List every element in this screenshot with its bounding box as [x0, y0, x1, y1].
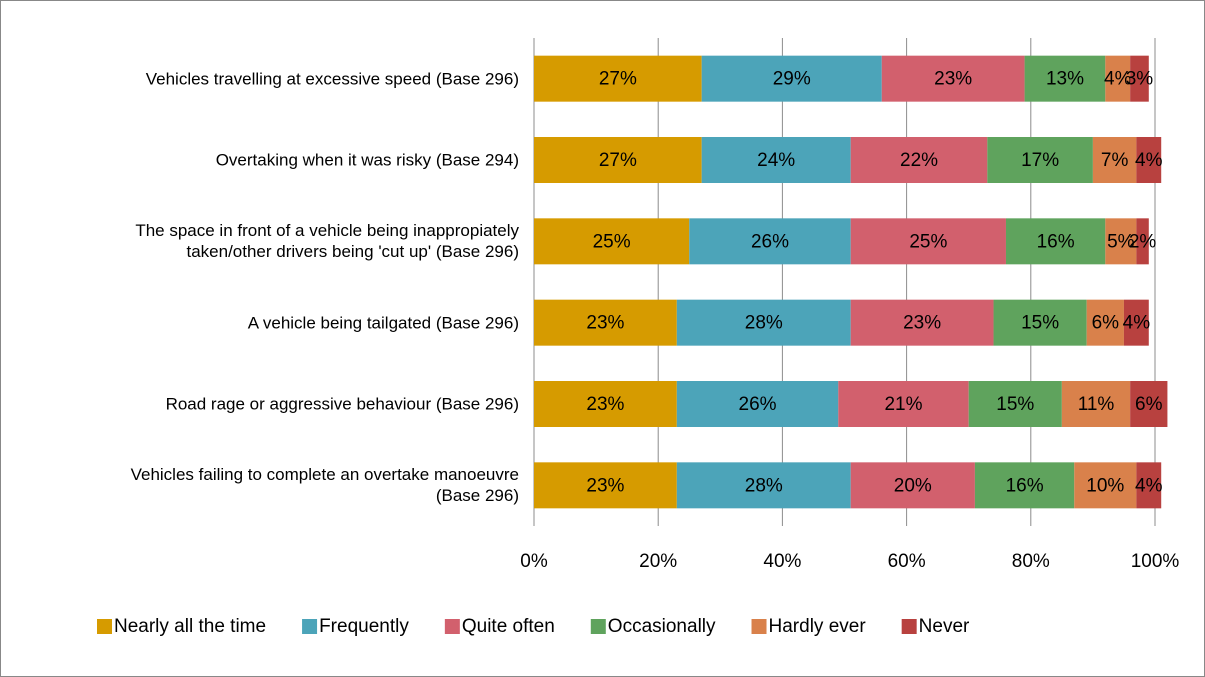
bar-segment	[881, 55, 1025, 102]
bar-segment	[993, 299, 1087, 346]
bar-segment	[1123, 299, 1149, 346]
bar-segment	[1130, 381, 1168, 427]
legend-swatch	[97, 619, 112, 634]
bar-segment	[534, 299, 677, 346]
value-label: 29%	[773, 69, 811, 90]
category-label: Overtaking when it was risky (Base 294)	[215, 150, 519, 170]
value-label: 2%	[1129, 231, 1157, 252]
value-label: 24%	[757, 150, 795, 171]
value-label: 10%	[1086, 475, 1124, 496]
bar-segment	[534, 218, 690, 265]
legend-swatch	[751, 619, 767, 634]
bar-segment	[850, 299, 994, 346]
bar-segment	[534, 55, 702, 102]
category-label: Road rage or aggressive behaviour (Base …	[165, 394, 519, 414]
x-tick-label: 80%	[1012, 551, 1050, 572]
bar-segment	[1024, 55, 1106, 102]
value-label: 3%	[1126, 69, 1154, 90]
bar-segment	[676, 299, 851, 346]
value-label: 4%	[1104, 69, 1132, 90]
value-label: 26%	[739, 394, 777, 415]
bar-segment	[974, 462, 1075, 509]
category-label: Vehicles travelling at excessive speed (…	[145, 69, 519, 89]
value-label: 17%	[1021, 150, 1059, 171]
legend-swatch	[302, 619, 318, 634]
value-label: 20%	[894, 475, 932, 496]
value-label: 23%	[586, 475, 624, 496]
value-label: 23%	[586, 313, 624, 334]
legend-label: Nearly all the time	[114, 616, 266, 637]
value-label: 6%	[1092, 313, 1120, 334]
bar-segment	[850, 462, 975, 509]
value-label: 25%	[909, 231, 947, 252]
legend-swatch	[444, 619, 460, 634]
bar-segment	[676, 381, 839, 427]
value-label: 13%	[1046, 69, 1084, 90]
value-label: 6%	[1135, 394, 1163, 415]
value-label: 15%	[1021, 313, 1059, 334]
value-label: 28%	[745, 313, 783, 334]
value-label: 4%	[1123, 313, 1151, 334]
bar-segment	[676, 462, 851, 509]
value-label: 11%	[1078, 394, 1115, 415]
value-label: 15%	[996, 394, 1034, 415]
value-label: 23%	[903, 313, 941, 334]
x-tick-label: 40%	[763, 551, 801, 572]
value-label: 22%	[900, 150, 938, 171]
value-label: 5%	[1107, 231, 1135, 252]
bar-segment	[701, 137, 851, 183]
bar-segment	[1136, 137, 1162, 183]
bar-segment	[1092, 137, 1137, 183]
value-label: 16%	[1037, 231, 1075, 252]
bar-segment	[968, 381, 1062, 427]
bar-segment	[1105, 55, 1131, 102]
bar-segment	[534, 137, 702, 183]
bar-segment	[701, 55, 882, 102]
bar-segment	[838, 381, 969, 427]
legend-swatch	[590, 619, 606, 634]
bar-segment	[850, 137, 988, 183]
x-tick-label: 60%	[888, 551, 926, 572]
bar-segment	[1005, 218, 1106, 265]
legend-label: Frequently	[319, 616, 409, 637]
x-tick-label: 0%	[520, 551, 548, 572]
value-label: 23%	[586, 394, 624, 415]
bar-segment	[534, 462, 677, 509]
x-tick-label: 20%	[639, 551, 677, 572]
legend-label: Occasionally	[608, 616, 716, 637]
legend-swatch	[901, 619, 917, 634]
bar-segment	[987, 137, 1093, 183]
category-label: A vehicle being tailgated (Base 296)	[247, 313, 519, 333]
bar-segment	[534, 381, 677, 427]
legend-label: Hardly ever	[769, 616, 867, 637]
bar-segment	[1136, 462, 1162, 509]
value-label: 16%	[1006, 475, 1044, 496]
legend-label: Quite often	[462, 616, 555, 637]
bar-segment	[850, 218, 1006, 265]
category-label: Vehicles failing to complete an overtake…	[130, 465, 519, 506]
value-label: 28%	[745, 475, 783, 496]
value-label: 23%	[934, 69, 972, 90]
value-label: 4%	[1135, 475, 1163, 496]
value-label: 7%	[1101, 150, 1129, 171]
category-label: The space in front of a vehicle being in…	[135, 221, 519, 262]
value-label: 27%	[599, 69, 637, 90]
bar-segment	[689, 218, 851, 265]
bar-segment	[1136, 218, 1149, 265]
x-tick-label: 100%	[1131, 551, 1180, 572]
bar-segment	[1086, 299, 1124, 346]
bar-segment	[1105, 218, 1137, 265]
value-label: 21%	[884, 394, 922, 415]
bar-segment	[1061, 381, 1131, 427]
value-label: 26%	[751, 231, 789, 252]
bar-segment	[1130, 55, 1149, 102]
value-label: 25%	[593, 231, 631, 252]
value-label: 27%	[599, 150, 637, 171]
legend-label: Never	[919, 616, 970, 637]
bar-segment	[1074, 462, 1137, 509]
value-label: 4%	[1135, 150, 1163, 171]
